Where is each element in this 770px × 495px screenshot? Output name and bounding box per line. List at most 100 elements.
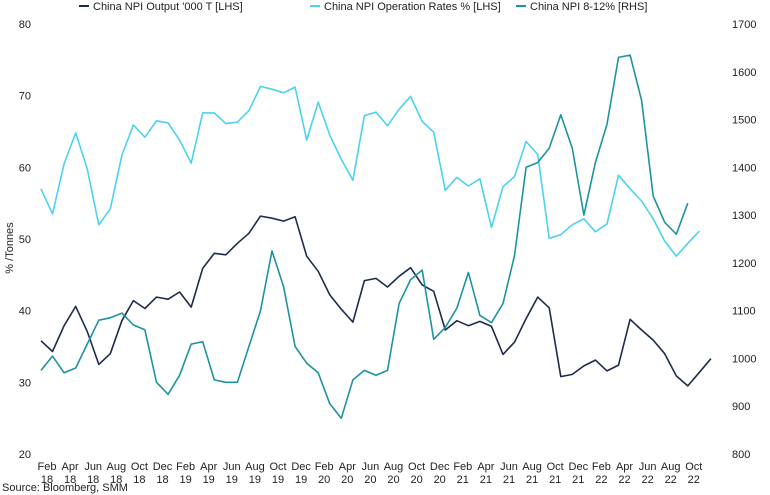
data-point-series-2	[317, 101, 319, 103]
x-tick-year: 21	[503, 474, 515, 486]
y-tick-right: 1100	[732, 306, 756, 318]
data-point-series-3	[178, 374, 180, 376]
data-point-series-1	[63, 325, 65, 327]
x-tick-year: 20	[364, 474, 376, 486]
y-tick-right: 1700	[732, 19, 756, 31]
x-tick-year: 18	[64, 474, 76, 486]
x-tick-month: Jun	[639, 461, 657, 473]
data-point-series-1	[363, 279, 365, 281]
data-point-series-3	[271, 250, 273, 252]
data-point-series-2	[190, 162, 192, 164]
data-point-series-2	[687, 242, 689, 244]
data-point-series-3	[40, 369, 42, 371]
data-point-series-2	[490, 226, 492, 228]
data-point-series-2	[560, 234, 562, 236]
y-tick-right: 1500	[732, 115, 756, 127]
data-point-series-3	[398, 302, 400, 304]
data-point-series-2	[479, 178, 481, 180]
data-point-series-1	[271, 217, 273, 219]
x-tick-month: Apr	[62, 461, 79, 473]
data-point-series-1	[213, 252, 215, 254]
x-tick-month: Dec	[430, 461, 450, 473]
x-tick-year: 20	[341, 474, 353, 486]
data-point-series-1	[433, 290, 435, 292]
x-tick-month: Jun	[500, 461, 518, 473]
x-tick-year: 19	[295, 474, 307, 486]
data-point-series-3	[51, 355, 53, 357]
x-tick-year: 18	[156, 474, 168, 486]
data-point-series-2	[155, 120, 157, 122]
data-point-series-3	[640, 99, 642, 101]
data-point-series-3	[282, 286, 284, 288]
data-point-series-1	[421, 284, 423, 286]
x-tick-year: 21	[526, 474, 538, 486]
data-point-series-1	[40, 340, 42, 342]
y-tick-left: 40	[19, 306, 31, 318]
legend-label: China NPI Operation Rates % [LHS]	[324, 1, 501, 13]
x-tick-year: 18	[110, 474, 122, 486]
x-tick-month: Oct	[408, 461, 425, 473]
data-point-series-3	[202, 341, 204, 343]
data-point-series-1	[490, 325, 492, 327]
x-tick-month: Oct	[269, 461, 286, 473]
data-point-series-3	[525, 166, 527, 168]
x-tick-year: 22	[618, 474, 630, 486]
x-tick-month: Feb	[453, 461, 472, 473]
data-point-series-3	[675, 233, 677, 235]
data-point-series-2	[652, 218, 654, 220]
x-tick-month: Feb	[592, 461, 611, 473]
data-point-series-3	[537, 161, 539, 163]
x-tick-year: 19	[226, 474, 238, 486]
x-tick-year: 21	[480, 474, 492, 486]
data-point-series-1	[190, 306, 192, 308]
data-point-series-1	[467, 325, 469, 327]
x-tick-month: Feb	[315, 461, 334, 473]
data-point-series-2	[63, 163, 65, 165]
data-point-series-2	[456, 176, 458, 178]
x-tick-month: Apr	[616, 461, 633, 473]
data-point-series-1	[456, 320, 458, 322]
data-point-series-3	[583, 214, 585, 216]
data-point-series-1	[548, 307, 550, 309]
x-tick-month: Jun	[84, 461, 102, 473]
data-point-series-2	[467, 185, 469, 187]
data-point-series-2	[109, 208, 111, 210]
data-point-series-2	[202, 112, 204, 114]
left-axis: 20 30 40 50 60 70 80	[19, 19, 31, 461]
x-tick-month: Apr	[200, 461, 217, 473]
series-line-3	[40, 54, 689, 419]
data-point-series-3	[502, 302, 504, 304]
data-point-series-3	[329, 403, 331, 405]
data-point-series-1	[202, 267, 204, 269]
data-point-series-3	[444, 326, 446, 328]
data-point-series-2	[548, 237, 550, 239]
y-tick-left: 80	[19, 19, 31, 31]
data-point-series-1	[132, 299, 134, 301]
data-point-series-1	[144, 307, 146, 309]
data-point-series-3	[144, 329, 146, 331]
x-tick-month: Oct	[685, 461, 702, 473]
series-line-1	[40, 215, 712, 387]
data-point-series-3	[617, 56, 619, 58]
data-point-series-3	[132, 324, 134, 326]
data-point-series-1	[306, 255, 308, 257]
data-point-series-2	[144, 136, 146, 138]
y-tick-right: 1400	[732, 162, 756, 174]
data-point-series-3	[409, 278, 411, 280]
data-point-series-2	[444, 189, 446, 191]
legend: China NPI Output '000 T [LHS] China NPI O…	[79, 1, 647, 13]
y-tick-left: 30	[19, 377, 31, 389]
data-point-series-1	[236, 242, 238, 244]
x-tick-month: Oct	[547, 461, 564, 473]
data-point-series-2	[340, 158, 342, 160]
data-point-series-1	[560, 375, 562, 377]
y-tick-right: 800	[732, 449, 750, 461]
data-point-series-2	[306, 139, 308, 141]
y-tick-left: 70	[19, 91, 31, 103]
x-tick-month: Dec	[153, 461, 173, 473]
data-point-series-2	[409, 95, 411, 97]
data-point-series-2	[433, 131, 435, 133]
data-point-series-3	[306, 362, 308, 364]
data-point-series-3	[363, 369, 365, 371]
data-point-series-1	[75, 305, 77, 307]
